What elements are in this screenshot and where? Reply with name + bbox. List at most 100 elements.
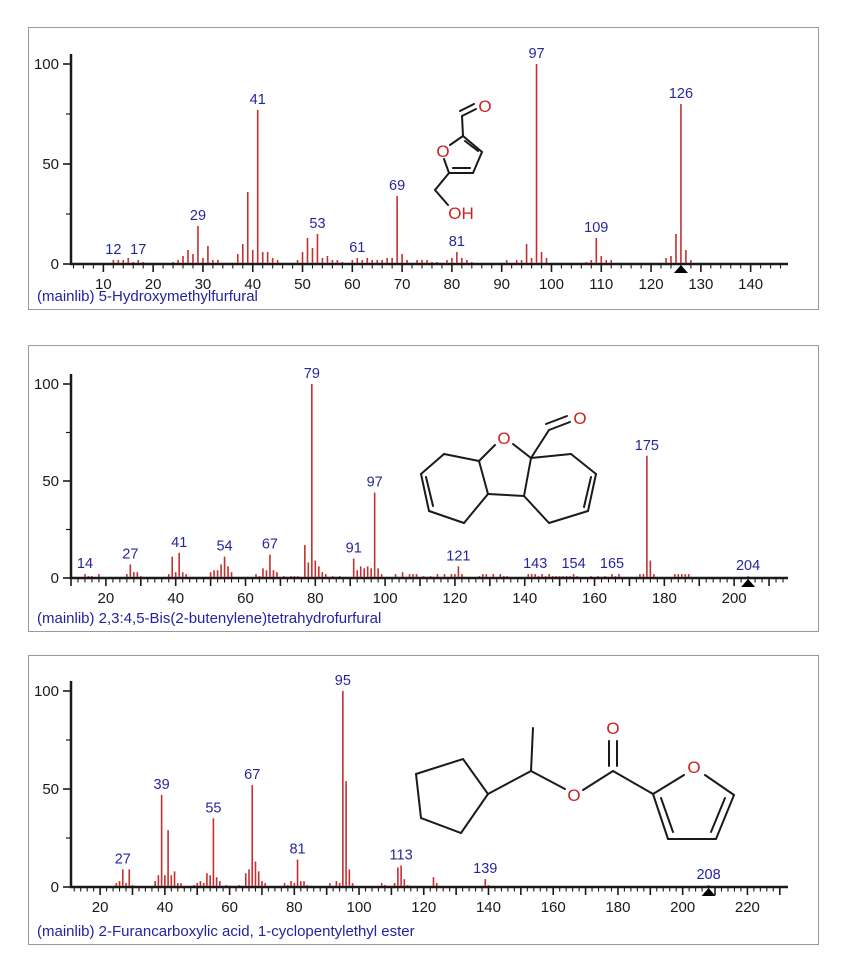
svg-text:140: 140: [512, 590, 537, 607]
peak-mz-label: 17: [130, 242, 146, 258]
svg-text:130: 130: [688, 276, 713, 293]
molecule-structure: O O OH: [434, 97, 492, 223]
ring-oxygen-label: O: [436, 142, 449, 161]
furan-oxygen-label: O: [687, 758, 700, 777]
svg-text:180: 180: [652, 590, 677, 607]
svg-text:0: 0: [51, 570, 59, 587]
peak-mz-label: 139: [473, 861, 497, 877]
peak-mz-label: 14: [77, 556, 93, 572]
svg-text:120: 120: [442, 590, 467, 607]
svg-text:180: 180: [605, 899, 630, 916]
svg-text:50: 50: [42, 473, 59, 490]
molecular-ion-marker: [741, 579, 756, 587]
peak-mz-label: 97: [528, 46, 544, 62]
spectrum-caption: (mainlib) 2-Furancarboxylic acid, 1-cycl…: [37, 923, 415, 940]
svg-text:50: 50: [42, 156, 59, 173]
svg-text:100: 100: [34, 56, 59, 73]
peak-mz-label: 95: [335, 673, 351, 689]
svg-text:60: 60: [344, 276, 361, 293]
svg-text:80: 80: [444, 276, 461, 293]
molecular-ion-marker: [701, 888, 716, 896]
svg-text:200: 200: [670, 899, 695, 916]
aldehyde-oxygen-label: O: [478, 97, 491, 116]
svg-text:20: 20: [145, 276, 162, 293]
svg-text:160: 160: [541, 899, 566, 916]
svg-text:100: 100: [34, 683, 59, 700]
mass-spectrum-plot: O O OH 0 50 100 10 20 30 40 50 60 70 80 90 100 110 120…: [34, 46, 788, 293]
peak-mz-label: 143: [523, 556, 547, 572]
svg-text:20: 20: [92, 899, 109, 916]
peak-mz-label: 154: [561, 556, 585, 572]
ester-oxygen-label: O: [567, 786, 580, 805]
svg-text:100: 100: [373, 590, 398, 607]
svg-text:80: 80: [286, 899, 303, 916]
peak-mz-label: 91: [346, 541, 362, 557]
ring-oxygen-label: O: [497, 429, 510, 448]
svg-text:110: 110: [589, 276, 613, 293]
peak-mz-label: 126: [669, 86, 693, 102]
peak-mz-label: 175: [635, 438, 659, 454]
peak-mz-label: 12: [105, 242, 121, 258]
svg-text:40: 40: [157, 899, 174, 916]
svg-text:100: 100: [347, 899, 372, 916]
peak-mz-label: 97: [367, 475, 383, 491]
peak-mz-label: 29: [190, 208, 206, 224]
hydroxyl-label: OH: [448, 204, 474, 223]
molecule-structure: O O O: [414, 719, 735, 840]
svg-text:120: 120: [411, 899, 436, 916]
peak-mz-label: 67: [262, 537, 278, 553]
peak-mz-label: 165: [600, 556, 624, 572]
spectrum-axes-and-peaks: 0 50 100 20 40 60 80 100 120 140 160 180 200 14 27 41 54…: [34, 366, 788, 607]
svg-text:80: 80: [307, 590, 324, 607]
peak-mz-label: 61: [349, 240, 365, 256]
svg-text:70: 70: [394, 276, 411, 293]
spectrum-caption: (mainlib) 2,3:4,5-Bis(2-butenylene)tetra…: [37, 610, 382, 627]
svg-text:120: 120: [639, 276, 664, 293]
svg-text:160: 160: [582, 590, 607, 607]
spectrum-axes-and-peaks: 0 50 100 10 20 30 40 50 60 70 80 90 100 110 120 130 140 1…: [34, 46, 788, 293]
aldehyde-oxygen-label: O: [573, 409, 586, 428]
peak-mz-label: 79: [304, 366, 320, 382]
peak-mz-label: 53: [309, 216, 325, 232]
svg-text:60: 60: [221, 899, 238, 916]
spectrum-axes-and-peaks: 0 50 100 20 40 60 80 100 120 140 160 180 200 220 27 39 5…: [34, 673, 788, 916]
spectrum-caption: (mainlib) 5-Hydroxymethylfurfural: [37, 288, 258, 305]
mass-spectrum-plot: O O 0 50 100 20 40 60 80 100 120 140 160 180 200 14 27…: [34, 366, 788, 607]
spectrum-panel-2: O O 0 50 100 20 40 60 80 100 120 140 160 180 200 14 27…: [28, 345, 819, 632]
molecular-ion-marker: [673, 265, 688, 273]
svg-text:90: 90: [493, 276, 510, 293]
carbonyl-oxygen-label: O: [606, 719, 619, 738]
svg-text:140: 140: [738, 276, 763, 293]
mass-spectrum-plot: O O O 0 50 100 20 40 60 80 100 120 140 160 180 200 22…: [34, 673, 788, 916]
peak-mz-label: 81: [289, 842, 305, 858]
peak-mz-label: 109: [584, 220, 608, 236]
peak-mz-label: 39: [154, 777, 170, 793]
svg-text:140: 140: [476, 899, 501, 916]
svg-text:0: 0: [51, 879, 59, 896]
svg-text:60: 60: [237, 590, 254, 607]
svg-text:100: 100: [34, 376, 59, 393]
svg-text:20: 20: [98, 590, 115, 607]
svg-text:0: 0: [51, 256, 59, 273]
svg-text:40: 40: [244, 276, 261, 293]
peak-mz-label: 121: [446, 548, 470, 564]
spectrum-panel-1: O O OH 0 50 100 10 20 30 40 50 60 70 80 90 100 110 120…: [28, 27, 819, 310]
peak-mz-label: 204: [736, 558, 760, 574]
peak-mz-label: 67: [244, 767, 260, 783]
peak-mz-label: 41: [171, 535, 187, 551]
peak-mz-label: 54: [216, 539, 232, 555]
molecule-structure: O O: [420, 409, 597, 524]
svg-text:30: 30: [195, 276, 212, 293]
peak-mz-label: 55: [205, 800, 221, 816]
peak-mz-label: 27: [115, 851, 131, 867]
spectrum-panel-3: O O O 0 50 100 20 40 60 80 100 120 140 160 180 200 22…: [28, 655, 819, 945]
svg-text:50: 50: [294, 276, 311, 293]
peak-mz-label: 208: [696, 867, 720, 883]
svg-text:100: 100: [539, 276, 564, 293]
svg-text:50: 50: [42, 781, 59, 798]
peak-mz-label: 41: [250, 92, 266, 108]
svg-text:200: 200: [722, 590, 747, 607]
peak-mz-label: 27: [122, 546, 138, 562]
peak-mz-label: 113: [390, 847, 413, 863]
